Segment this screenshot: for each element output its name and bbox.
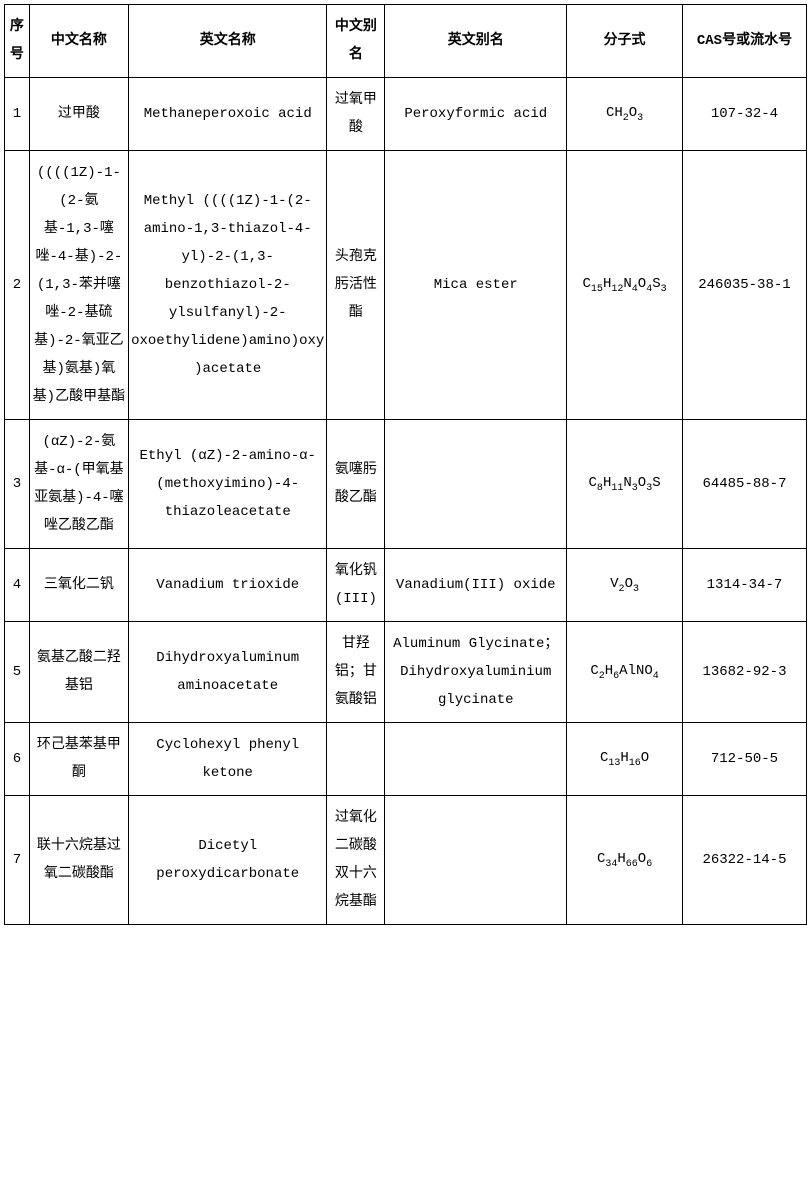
cell-seq: 5	[5, 622, 30, 723]
cell-seq: 2	[5, 151, 30, 420]
cell-formula: CH2O3	[567, 78, 683, 151]
table-row: 4三氧化二钒Vanadium trioxide氧化钒(III)Vanadium(…	[5, 549, 807, 622]
table-row: 1过甲酸Methaneperoxoic acid过氧甲酸Peroxyformic…	[5, 78, 807, 151]
cell-cn-alias: 过氧甲酸	[327, 78, 385, 151]
cell-cas: 1314-34-7	[682, 549, 806, 622]
cell-cn-name: 氨基乙酸二羟基铝	[29, 622, 128, 723]
cell-seq: 7	[5, 796, 30, 925]
table-row: 2((((1Z)-1-(2-氨基-1,3-噻唑-4-基)-2-(1,3-苯并噻唑…	[5, 151, 807, 420]
cell-formula: C2H6AlNO4	[567, 622, 683, 723]
cell-cn-alias: 氧化钒(III)	[327, 549, 385, 622]
header-en-alias: 英文别名	[385, 5, 567, 78]
cell-en-alias	[385, 796, 567, 925]
cell-cas: 107-32-4	[682, 78, 806, 151]
cell-en-name: Vanadium trioxide	[129, 549, 327, 622]
cell-cn-name: ((((1Z)-1-(2-氨基-1,3-噻唑-4-基)-2-(1,3-苯并噻唑-…	[29, 151, 128, 420]
cell-en-alias	[385, 420, 567, 549]
table-row: 6环己基苯基甲酮Cyclohexyl phenyl ketone C13H16O7…	[5, 723, 807, 796]
cell-cn-alias: 过氧化二碳酸双十六烷基酯	[327, 796, 385, 925]
cell-cas: 246035-38-1	[682, 151, 806, 420]
cell-seq: 4	[5, 549, 30, 622]
header-en-name: 英文名称	[129, 5, 327, 78]
cell-cas: 712-50-5	[682, 723, 806, 796]
cell-en-name: Methyl ((((1Z)-1-(2-amino-1,3-thiazol-4-…	[129, 151, 327, 420]
table-row: 7联十六烷基过氧二碳酸酯Dicetyl peroxydicarbonate过氧化…	[5, 796, 807, 925]
cell-seq: 6	[5, 723, 30, 796]
cell-en-alias: Vanadium(III) oxide	[385, 549, 567, 622]
cell-formula: C34H66O6	[567, 796, 683, 925]
cell-en-name: Dihydroxyaluminum aminoacetate	[129, 622, 327, 723]
cell-en-alias: Mica ester	[385, 151, 567, 420]
cell-cn-name: 联十六烷基过氧二碳酸酯	[29, 796, 128, 925]
cell-en-alias: Peroxyformic acid	[385, 78, 567, 151]
cell-formula: C13H16O	[567, 723, 683, 796]
cell-en-alias	[385, 723, 567, 796]
cell-formula: C8H11N3O3S	[567, 420, 683, 549]
cell-seq: 3	[5, 420, 30, 549]
cell-cn-name: 环己基苯基甲酮	[29, 723, 128, 796]
table-body: 1过甲酸Methaneperoxoic acid过氧甲酸Peroxyformic…	[5, 78, 807, 925]
cell-cn-alias: 甘羟铝；甘氨酸铝	[327, 622, 385, 723]
chemicals-table: 序号 中文名称 英文名称 中文别名 英文别名 分子式 CAS号或流水号 1过甲酸…	[4, 4, 807, 925]
cell-formula: C15H12N4O4S3	[567, 151, 683, 420]
header-formula: 分子式	[567, 5, 683, 78]
cell-cn-alias: 头孢克肟活性酯	[327, 151, 385, 420]
cell-cn-alias	[327, 723, 385, 796]
cell-cn-name: 过甲酸	[29, 78, 128, 151]
table-header: 序号 中文名称 英文名称 中文别名 英文别名 分子式 CAS号或流水号	[5, 5, 807, 78]
header-cas: CAS号或流水号	[682, 5, 806, 78]
table-row: 3(αZ)-2-氨基-α-(甲氧基亚氨基)-4-噻唑乙酸乙酯Ethyl (αZ)…	[5, 420, 807, 549]
cell-cn-alias: 氨噻肟酸乙酯	[327, 420, 385, 549]
table-row: 5氨基乙酸二羟基铝Dihydroxyaluminum aminoacetate甘…	[5, 622, 807, 723]
cell-en-name: Ethyl (αZ)-2-amino-α-(methoxyimino)-4-th…	[129, 420, 327, 549]
cell-cas: 64485-88-7	[682, 420, 806, 549]
cell-cn-name: 三氧化二钒	[29, 549, 128, 622]
cell-en-alias: Aluminum Glycinate；Dihydroxyaluminium gl…	[385, 622, 567, 723]
header-seq: 序号	[5, 5, 30, 78]
cell-formula: V2O3	[567, 549, 683, 622]
cell-en-name: Cyclohexyl phenyl ketone	[129, 723, 327, 796]
cell-cas: 26322-14-5	[682, 796, 806, 925]
header-cn-alias: 中文别名	[327, 5, 385, 78]
cell-en-name: Methaneperoxoic acid	[129, 78, 327, 151]
cell-en-name: Dicetyl peroxydicarbonate	[129, 796, 327, 925]
header-cn-name: 中文名称	[29, 5, 128, 78]
cell-seq: 1	[5, 78, 30, 151]
cell-cn-name: (αZ)-2-氨基-α-(甲氧基亚氨基)-4-噻唑乙酸乙酯	[29, 420, 128, 549]
cell-cas: 13682-92-3	[682, 622, 806, 723]
